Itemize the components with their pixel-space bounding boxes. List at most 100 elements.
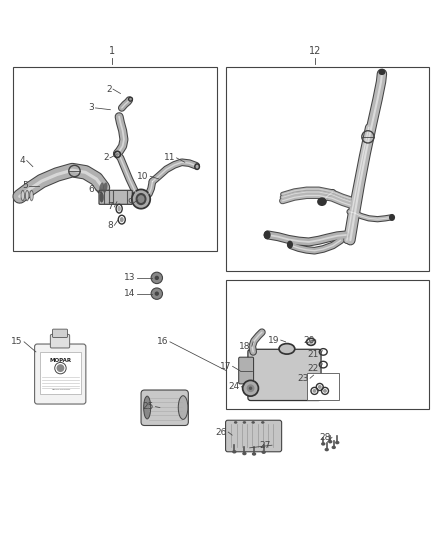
Ellipse shape bbox=[232, 450, 237, 454]
Ellipse shape bbox=[138, 195, 145, 203]
Text: 26: 26 bbox=[215, 427, 227, 437]
FancyBboxPatch shape bbox=[248, 349, 321, 400]
Ellipse shape bbox=[378, 69, 385, 75]
Text: 6: 6 bbox=[88, 185, 94, 195]
Circle shape bbox=[151, 288, 162, 300]
Ellipse shape bbox=[318, 385, 321, 389]
Text: 10: 10 bbox=[138, 172, 149, 181]
Text: 28: 28 bbox=[319, 433, 331, 442]
Ellipse shape bbox=[251, 421, 255, 424]
Ellipse shape bbox=[389, 214, 395, 221]
Ellipse shape bbox=[99, 182, 104, 193]
Ellipse shape bbox=[194, 163, 200, 170]
Text: 8: 8 bbox=[107, 221, 113, 230]
Ellipse shape bbox=[29, 190, 34, 201]
Ellipse shape bbox=[321, 442, 325, 446]
Circle shape bbox=[151, 272, 162, 284]
Text: 22: 22 bbox=[307, 364, 319, 373]
FancyBboxPatch shape bbox=[50, 334, 70, 348]
Ellipse shape bbox=[278, 343, 296, 355]
Text: 14: 14 bbox=[124, 289, 136, 298]
Ellipse shape bbox=[117, 206, 121, 212]
FancyBboxPatch shape bbox=[141, 390, 188, 425]
Ellipse shape bbox=[242, 452, 247, 455]
Bar bbox=[40, 352, 81, 393]
Ellipse shape bbox=[317, 197, 327, 206]
Text: 7: 7 bbox=[107, 203, 113, 212]
Text: 3: 3 bbox=[88, 103, 94, 112]
Ellipse shape bbox=[318, 198, 325, 205]
Text: 11: 11 bbox=[164, 154, 175, 163]
Ellipse shape bbox=[244, 381, 258, 395]
Text: 24: 24 bbox=[229, 383, 240, 391]
Ellipse shape bbox=[30, 191, 33, 200]
FancyBboxPatch shape bbox=[35, 344, 86, 404]
Text: 15: 15 bbox=[11, 337, 23, 346]
Ellipse shape bbox=[133, 190, 149, 208]
FancyBboxPatch shape bbox=[226, 420, 282, 452]
Ellipse shape bbox=[129, 98, 132, 101]
Ellipse shape bbox=[131, 189, 151, 209]
Ellipse shape bbox=[320, 200, 324, 203]
Text: 12: 12 bbox=[309, 46, 321, 56]
Text: 4: 4 bbox=[20, 156, 25, 165]
Ellipse shape bbox=[243, 421, 246, 424]
Ellipse shape bbox=[335, 441, 339, 445]
Circle shape bbox=[57, 364, 64, 372]
Ellipse shape bbox=[247, 384, 254, 392]
Bar bbox=[226, 280, 429, 409]
Ellipse shape bbox=[21, 190, 25, 201]
Text: 13: 13 bbox=[124, 273, 136, 282]
FancyBboxPatch shape bbox=[99, 190, 132, 204]
Text: 23: 23 bbox=[297, 374, 309, 383]
Ellipse shape bbox=[323, 389, 327, 393]
Ellipse shape bbox=[234, 421, 237, 424]
Ellipse shape bbox=[261, 421, 265, 424]
Ellipse shape bbox=[178, 395, 188, 419]
FancyBboxPatch shape bbox=[53, 329, 67, 337]
Ellipse shape bbox=[325, 448, 329, 451]
Bar bbox=[307, 374, 339, 400]
Text: 27: 27 bbox=[259, 441, 271, 450]
Ellipse shape bbox=[144, 396, 151, 419]
Ellipse shape bbox=[103, 182, 107, 193]
Ellipse shape bbox=[242, 379, 259, 397]
Ellipse shape bbox=[249, 386, 252, 390]
Ellipse shape bbox=[26, 191, 28, 200]
Text: 2: 2 bbox=[103, 154, 109, 163]
Text: 25: 25 bbox=[143, 402, 154, 411]
Ellipse shape bbox=[332, 446, 336, 449]
Ellipse shape bbox=[136, 193, 146, 205]
Text: 17: 17 bbox=[220, 362, 231, 371]
Text: 2: 2 bbox=[106, 85, 112, 94]
Text: MOPAR: MOPAR bbox=[49, 358, 71, 363]
Text: 20: 20 bbox=[303, 336, 314, 344]
Ellipse shape bbox=[21, 191, 24, 200]
Text: 1: 1 bbox=[109, 46, 115, 56]
Ellipse shape bbox=[280, 344, 294, 353]
Bar bbox=[226, 67, 429, 271]
Ellipse shape bbox=[252, 452, 256, 456]
Ellipse shape bbox=[25, 190, 29, 201]
Text: 19: 19 bbox=[268, 336, 279, 344]
Ellipse shape bbox=[195, 165, 199, 168]
Ellipse shape bbox=[264, 231, 271, 239]
Ellipse shape bbox=[308, 340, 314, 344]
Text: 18: 18 bbox=[239, 342, 251, 351]
Ellipse shape bbox=[312, 389, 316, 393]
Text: 21: 21 bbox=[307, 350, 319, 359]
Bar bbox=[13, 67, 217, 251]
Circle shape bbox=[155, 276, 159, 280]
FancyBboxPatch shape bbox=[239, 357, 254, 384]
Ellipse shape bbox=[120, 217, 124, 222]
Text: 16: 16 bbox=[157, 337, 169, 346]
Ellipse shape bbox=[116, 153, 119, 156]
Text: 9: 9 bbox=[127, 198, 133, 207]
Text: ─────────: ───────── bbox=[51, 388, 70, 392]
Text: 5: 5 bbox=[22, 181, 28, 190]
Ellipse shape bbox=[128, 96, 133, 102]
Ellipse shape bbox=[287, 241, 293, 248]
Ellipse shape bbox=[99, 192, 104, 203]
Ellipse shape bbox=[261, 450, 266, 454]
Circle shape bbox=[155, 292, 159, 296]
